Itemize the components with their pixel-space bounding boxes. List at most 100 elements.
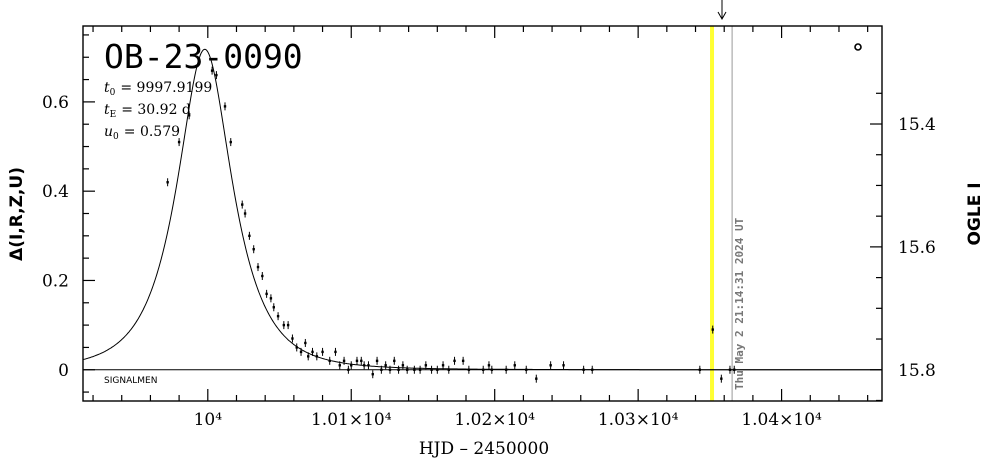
x-tick-label: 1.03×10⁴ [598,410,679,430]
y-right-tick-label: 15.6 [898,238,936,258]
data-point [166,178,169,187]
data-point [252,245,255,254]
point-marker [424,364,428,367]
point-marker [535,377,538,380]
data-point [513,361,516,370]
data-point [269,294,273,303]
data-point [355,356,359,365]
marker-circle [854,43,862,51]
point-marker [338,364,341,367]
data-point [282,321,286,330]
data-point [711,325,714,334]
point-marker [177,140,181,144]
point-marker [321,350,324,354]
data-point [347,365,350,374]
data-point [461,356,465,365]
data-point [338,361,341,370]
data-point [490,365,494,374]
data-point [467,365,471,374]
point-marker [562,364,565,367]
data-point [698,365,702,374]
data-point [315,352,319,361]
data-point [367,361,370,370]
data-point [342,356,346,365]
data-point [582,365,585,374]
param-tE: tE = 30.92 d [104,102,191,120]
x-axis-title: HJD – 2450000 [419,439,549,459]
point-marker [447,368,450,371]
data-point [482,365,485,374]
highlight-arrow [717,0,727,21]
point-marker [371,373,374,376]
data-point [375,356,379,365]
point-marker [728,368,732,371]
footer-label: SIGNALMEN [104,376,157,386]
model-curve [82,48,882,371]
point-marker [210,69,214,72]
data-point [418,365,422,374]
point-marker [436,368,439,371]
data-point [360,356,363,365]
point-marker [304,341,307,345]
point-marker [367,364,370,367]
point-marker [393,359,396,363]
point-marker [241,203,244,206]
data-point [728,365,732,374]
y-right-tick-label: 15.4 [898,115,936,135]
data-point [304,338,307,347]
point-marker [299,350,303,354]
data-point [591,365,594,374]
event-title: OB-23-0090 [104,37,303,76]
point-marker [229,140,232,144]
point-marker [272,306,275,309]
y-right-tick-label: 15.8 [898,361,936,381]
data-point [397,365,400,374]
point-marker [698,368,702,371]
point-marker [375,359,379,363]
point-marker [215,73,218,77]
point-marker [307,355,310,358]
point-marker [461,359,465,363]
data-point [299,347,303,356]
point-marker [334,350,337,354]
data-point [405,365,409,374]
y-tick-label: 0.2 [42,271,69,291]
point-marker [582,368,585,371]
point-marker [413,368,416,371]
point-marker [282,323,286,327]
data-point [248,231,251,240]
data-point [549,361,552,370]
point-marker [397,368,400,371]
point-marker [720,377,723,380]
param-t0: t0 = 9997.9199 [104,80,212,98]
data-point [223,102,227,111]
point-marker [286,323,290,327]
data-point [487,361,491,370]
point-marker [430,368,433,371]
data-point [187,111,191,120]
axis-ticks: 10⁴ 1.01×10⁴ 1.02×10⁴ 1.03×10⁴ 1.04×10⁴ 0 0.2 0… [42,26,936,430]
point-marker [315,355,319,358]
data-point [535,374,538,383]
x-tick-label: 1.01×10⁴ [311,410,392,430]
y-tick-label: 0.4 [42,182,69,202]
data-point [311,347,314,356]
data-point [256,263,260,272]
data-point [441,361,445,370]
point-marker [265,292,268,296]
data-point [241,200,244,209]
point-marker [490,368,494,371]
point-marker [388,368,392,371]
timestamp-label: Thu May 2 21:14:31 2024 UT [733,217,746,390]
data-point [265,289,268,298]
point-marker [355,359,359,363]
data-point [424,361,428,370]
point-marker [295,346,298,349]
data-point [388,365,392,374]
point-marker [223,105,227,108]
point-marker [252,248,255,251]
x-tick-label: 1.02×10⁴ [454,410,535,430]
point-marker [328,359,331,363]
data-point [733,365,736,374]
point-marker [418,368,422,371]
